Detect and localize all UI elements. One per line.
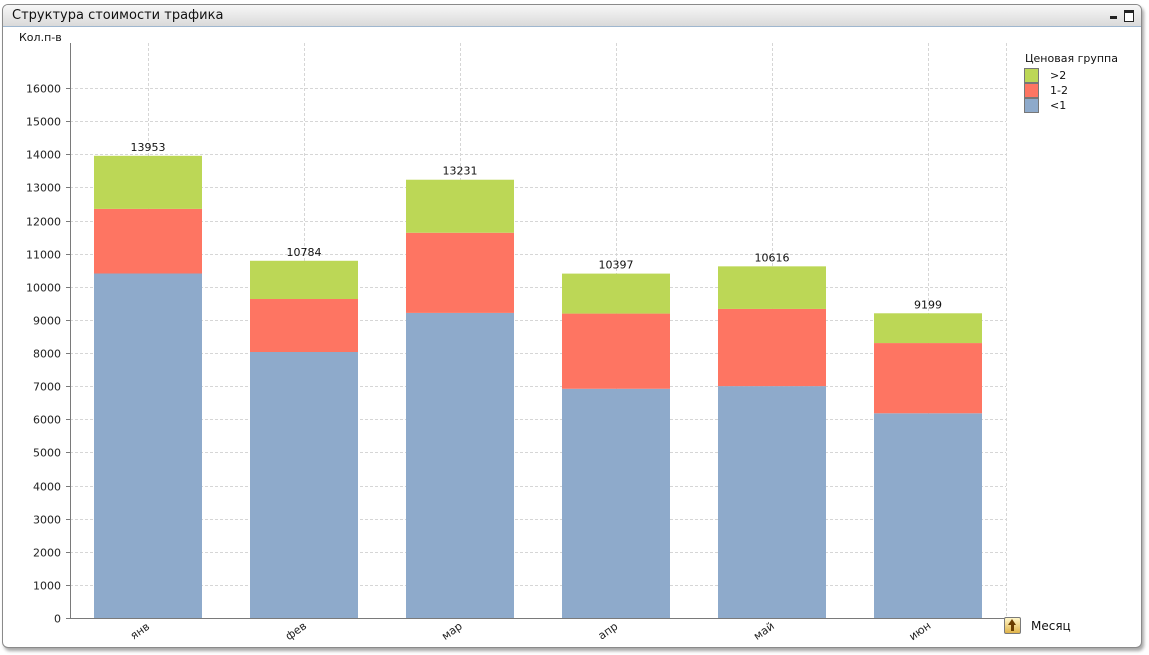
bar-segment[interactable]	[250, 260, 358, 300]
y-tick-label: 15000	[26, 116, 61, 129]
y-tick-label: 16000	[26, 83, 61, 96]
bar-segment[interactable]	[250, 352, 358, 618]
y-tick-label: 6000	[33, 414, 61, 427]
bar-segment[interactable]	[874, 343, 982, 414]
bar-segment[interactable]	[718, 386, 826, 618]
y-tick-label: 13000	[26, 182, 61, 195]
bar-total-label: 10616	[755, 251, 790, 264]
bar-segment[interactable]	[718, 308, 826, 387]
window-title: Структура стоимости трафика	[12, 8, 224, 23]
x-tick-label: июн	[907, 619, 934, 643]
y-tick-label: 12000	[26, 216, 61, 229]
y-tick-label: 7000	[33, 381, 61, 394]
cycle-up-arrow-icon[interactable]	[1004, 617, 1021, 634]
legend-swatch[interactable]	[1024, 83, 1039, 98]
y-tick-label: 2000	[33, 547, 61, 560]
bar-segment[interactable]	[406, 232, 514, 313]
bar-segment[interactable]	[562, 313, 670, 389]
legend-entry-label[interactable]: <1	[1050, 99, 1066, 112]
bar-segment[interactable]	[406, 312, 514, 618]
legend-title: Ценовая группа	[1025, 52, 1118, 65]
bar-total-label: 13953	[131, 141, 166, 154]
y-axis-title: Кол.п-в	[19, 31, 62, 44]
minimize-icon[interactable]	[1107, 9, 1119, 21]
x-tick-label: май	[751, 619, 777, 642]
maximize-icon[interactable]	[1123, 9, 1135, 22]
bar-total-label: 9199	[914, 298, 942, 311]
y-tick-label: 5000	[33, 447, 61, 460]
legend-entry-label[interactable]: 1-2	[1050, 84, 1068, 97]
y-tick-label: 0	[54, 613, 61, 626]
y-tick-label: 3000	[33, 514, 61, 527]
bar-segment[interactable]	[874, 413, 982, 618]
dimension-label[interactable]: Месяц	[1031, 619, 1071, 633]
bar-segment[interactable]	[562, 273, 670, 314]
x-tick-label: апр	[596, 620, 621, 643]
title-bar[interactable]: Структура стоимости трафика	[3, 5, 1141, 27]
y-tick-label: 4000	[33, 481, 61, 494]
bar-segment[interactable]	[406, 179, 514, 233]
y-tick-label: 11000	[26, 249, 61, 262]
y-tick-label: 14000	[26, 149, 61, 162]
y-tick-label: 1000	[33, 580, 61, 593]
bar-segment[interactable]	[94, 273, 202, 619]
bar-segment[interactable]	[250, 299, 358, 353]
bar-total-label: 10397	[599, 259, 634, 272]
bar-total-label: 13231	[443, 165, 478, 178]
x-tick-label: мар	[439, 619, 465, 642]
bar-segment[interactable]	[562, 388, 670, 618]
bar-segment[interactable]	[94, 208, 202, 274]
bar-segment[interactable]	[718, 266, 826, 309]
legend-entry-label[interactable]: >2	[1050, 69, 1066, 82]
y-tick-label: 8000	[33, 348, 61, 361]
y-tick-label: 9000	[33, 315, 61, 328]
x-tick-label: янв	[128, 620, 152, 642]
legend-swatch[interactable]	[1024, 98, 1039, 113]
x-tick-label: фев	[283, 619, 309, 643]
y-tick-label: 10000	[26, 282, 61, 295]
bar-segment[interactable]	[874, 313, 982, 344]
legend-swatch[interactable]	[1024, 68, 1039, 83]
bar-segment[interactable]	[94, 155, 202, 209]
bar-total-label: 10784	[287, 246, 322, 259]
